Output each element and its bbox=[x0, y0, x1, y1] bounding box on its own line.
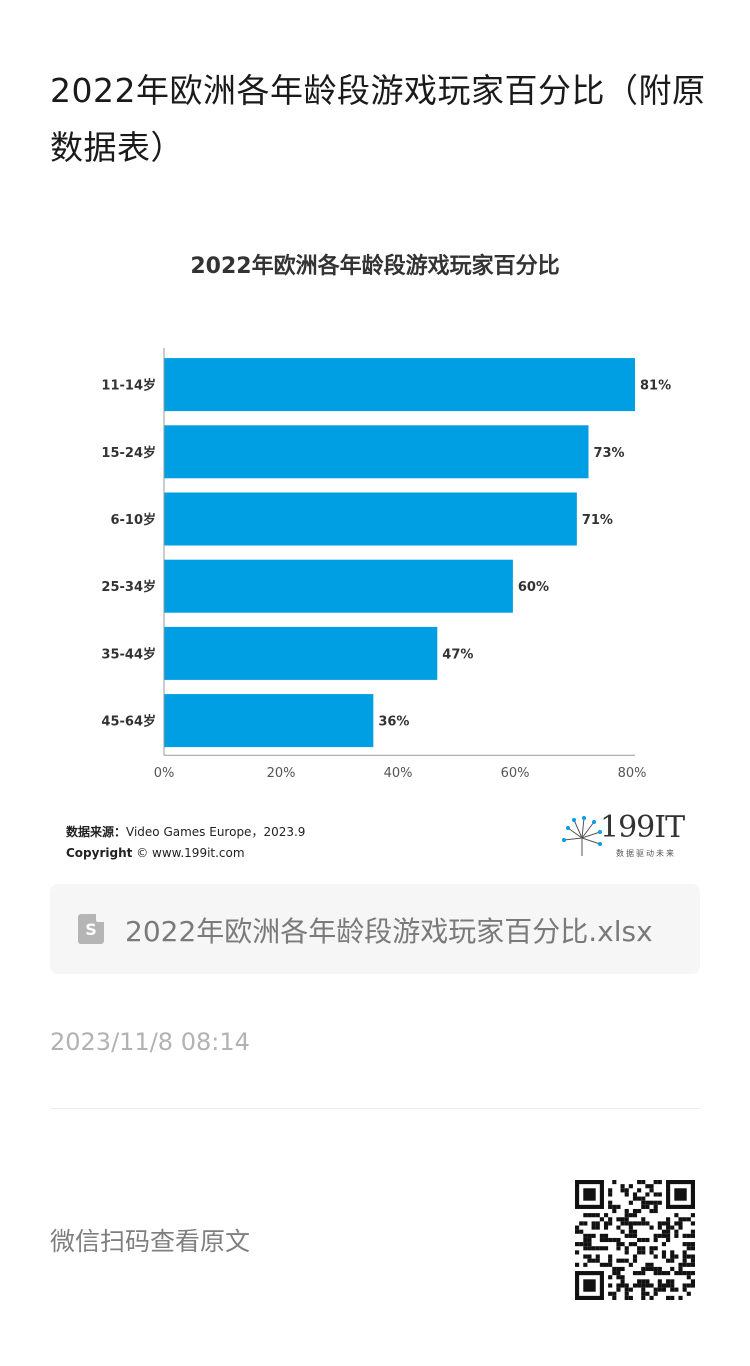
copyright-value: © www.199it.com bbox=[136, 846, 245, 860]
spreadsheet-file-icon: S bbox=[78, 914, 104, 944]
dandelion-logo-icon bbox=[562, 816, 602, 856]
chart-image: 2022年欧洲各年龄段游戏玩家百分比 11-14岁 81% 15-24岁 73% 6-1… bbox=[0, 230, 750, 870]
logo-tagline: 数据驱动未来 bbox=[616, 849, 676, 858]
category-label: 25-34岁 bbox=[101, 579, 156, 595]
page-title: 2022年欧洲各年龄段游戏玩家百分比（附原数据表） bbox=[50, 71, 706, 167]
bar-15-24岁 bbox=[164, 425, 589, 479]
source-value: Video Games Europe，2023.9 bbox=[126, 825, 306, 839]
copyright-label: Copyright bbox=[66, 846, 133, 860]
category-label: 35-44岁 bbox=[101, 646, 156, 662]
bar-chart: 11-14岁 81% 15-24岁 73% 6-10岁 71% 25-34岁 60% 35-44… bbox=[101, 348, 671, 781]
qr-code-icon[interactable] bbox=[575, 1180, 695, 1300]
chart-source: 数据来源：Video Games Europe，2023.9 Copyright… bbox=[66, 822, 305, 864]
chart-title: 2022年欧洲各年龄段游戏玩家百分比 bbox=[190, 254, 560, 279]
category-label: 11-14岁 bbox=[101, 378, 156, 394]
x-tick-label: 0% bbox=[154, 766, 175, 781]
qr-label: 微信扫码查看原文 bbox=[50, 1227, 251, 1256]
value-label: 81% bbox=[640, 379, 671, 394]
bar-35-44岁 bbox=[164, 626, 438, 680]
divider bbox=[50, 1108, 700, 1109]
bar-25-34岁 bbox=[164, 559, 513, 613]
bar-45-64岁 bbox=[164, 694, 374, 748]
value-label: 73% bbox=[593, 446, 624, 461]
x-tick-label: 20% bbox=[267, 766, 296, 781]
attachment-card[interactable]: S 2022年欧洲各年龄段游戏玩家百分比.xlsx bbox=[50, 884, 700, 974]
category-label: 6-10岁 bbox=[110, 512, 156, 528]
value-label: 47% bbox=[442, 647, 473, 662]
category-label: 15-24岁 bbox=[101, 445, 156, 461]
value-label: 71% bbox=[582, 513, 613, 528]
x-tick-label: 60% bbox=[501, 766, 530, 781]
brand-logo: 199IT 数据驱动未来 bbox=[560, 810, 700, 860]
bar-11-14岁 bbox=[164, 358, 635, 412]
attachment-filename[interactable]: 2022年欧洲各年龄段游戏玩家百分比.xlsx bbox=[125, 915, 653, 948]
source-label: 数据来源： bbox=[66, 825, 127, 839]
value-label: 60% bbox=[518, 580, 549, 595]
publish-timestamp: 2023/11/8 08:14 bbox=[50, 1028, 250, 1056]
value-label: 36% bbox=[378, 715, 409, 730]
logo-text: 199IT bbox=[600, 810, 685, 845]
category-label: 45-64岁 bbox=[101, 714, 156, 730]
file-icon-letter: S bbox=[85, 920, 97, 939]
x-tick-label: 80% bbox=[618, 766, 647, 781]
bar-6-10岁 bbox=[164, 492, 577, 546]
x-tick-label: 40% bbox=[384, 766, 413, 781]
